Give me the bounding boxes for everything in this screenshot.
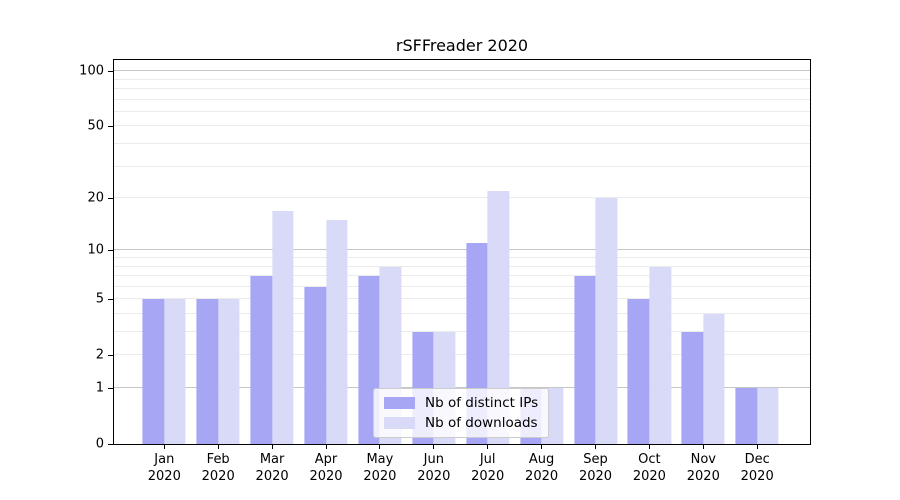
- x-tick-4: [379, 445, 381, 449]
- gridline-minor-50: [114, 125, 810, 127]
- gridline-major-100: [114, 70, 810, 72]
- x-tick-5: [433, 445, 435, 449]
- bar-nb-of-downloads-sep-2020: [595, 198, 618, 444]
- gridline-minor-80: [114, 88, 810, 90]
- x-tick-3: [325, 445, 327, 449]
- bar-nb-of-distinct-ips-jan-2020: [142, 299, 165, 444]
- x-tick-label-2: Mar 2020: [255, 452, 289, 484]
- x-tick-6: [487, 445, 489, 449]
- x-tick-11: [756, 445, 758, 449]
- legend-item-downloads: Nb of downloads: [384, 415, 538, 431]
- gridline-minor-4: [114, 313, 810, 314]
- bar-group-nov-2020: [681, 314, 725, 444]
- gridline-minor-60: [114, 110, 810, 112]
- bar-group-apr-2020: [304, 220, 348, 444]
- y-tick-10: [108, 250, 113, 252]
- x-tick-9: [648, 445, 650, 449]
- gridline-minor-6: [114, 285, 810, 287]
- y-tick-label-100: 100: [79, 63, 104, 79]
- x-tick-label-11: Dec 2020: [740, 452, 774, 484]
- bar-group-mar-2020: [250, 210, 294, 444]
- y-tick-5: [108, 299, 113, 301]
- bar-group-sep-2020: [573, 198, 618, 444]
- bar-nb-of-distinct-ips-oct-2020: [627, 299, 650, 444]
- bar-group-jan-2020: [142, 299, 186, 444]
- bar-group-dec-2020: [735, 388, 779, 444]
- y-tick-50: [108, 126, 113, 128]
- gridline-minor-2: [114, 354, 810, 356]
- legend-swatch-distinct-ips: [384, 397, 415, 409]
- gridline-minor-40: [114, 143, 810, 145]
- x-tick-label-1: Feb 2020: [201, 452, 235, 484]
- bar-nb-of-downloads-jan-2020: [164, 299, 186, 444]
- y-tick-label-50: 50: [87, 118, 104, 134]
- bar-nb-of-downloads-mar-2020: [272, 210, 294, 444]
- y-tick-label-0: 0: [95, 436, 104, 452]
- bar-nb-of-downloads-feb-2020: [218, 299, 240, 444]
- gridline-minor-30: [114, 165, 810, 167]
- bar-nb-of-downloads-dec-2020: [757, 388, 779, 444]
- legend-swatch-downloads: [384, 417, 415, 429]
- gridline-minor-7: [114, 275, 810, 277]
- y-tick-100: [108, 71, 113, 73]
- y-tick-1: [108, 388, 113, 389]
- bar-nb-of-distinct-ips-nov-2020: [681, 332, 704, 444]
- legend-label-downloads: Nb of downloads: [425, 415, 538, 431]
- bar-nb-of-distinct-ips-feb-2020: [196, 299, 219, 444]
- gridline-minor-5: [114, 298, 810, 300]
- gridline-minor-8: [114, 265, 810, 267]
- x-tick-8: [595, 445, 596, 449]
- y-tick-label-2: 2: [95, 347, 104, 363]
- x-tick-label-7: Aug 2020: [525, 452, 559, 484]
- y-tick-label-1: 1: [95, 380, 104, 396]
- bar-nb-of-distinct-ips-dec-2020: [735, 388, 758, 444]
- x-tick-label-5: Jun 2020: [417, 452, 451, 484]
- y-tick-label-10: 10: [87, 242, 104, 258]
- bar-nb-of-downloads-apr-2020: [326, 220, 348, 444]
- x-tick-label-6: Jul 2020: [471, 452, 505, 484]
- y-tick-0: [108, 444, 113, 445]
- x-tick-label-3: Apr 2020: [309, 452, 343, 484]
- bar-nb-of-distinct-ips-apr-2020: [304, 286, 326, 444]
- chart-title: rSFFreader 2020: [395, 36, 529, 55]
- gridline-minor-20: [114, 197, 810, 199]
- gridline-minor-90: [114, 78, 810, 80]
- gridline-major-1: [114, 387, 810, 389]
- x-tick-label-0: Jan 2020: [147, 452, 181, 484]
- bar-group-feb-2020: [196, 299, 240, 444]
- bar-nb-of-downloads-jul-2020: [487, 190, 510, 444]
- legend-item-distinct-ips: Nb of distinct IPs: [384, 395, 538, 411]
- gridline-minor-9: [114, 257, 810, 258]
- x-tick-1: [217, 445, 219, 449]
- bar-group-oct-2020: [627, 266, 671, 444]
- x-tick-0: [163, 445, 165, 449]
- bar-nb-of-downloads-oct-2020: [649, 266, 671, 444]
- bar-nb-of-downloads-nov-2020: [703, 314, 725, 444]
- gridline-major-10: [114, 249, 810, 251]
- x-tick-label-10: Nov 2020: [686, 452, 720, 484]
- y-tick-2: [108, 355, 113, 357]
- bar-nb-of-distinct-ips-mar-2020: [250, 276, 273, 444]
- x-tick-2: [271, 445, 273, 449]
- x-tick-label-9: Oct 2020: [632, 452, 666, 484]
- x-tick-10: [702, 445, 704, 449]
- x-tick-label-4: May 2020: [363, 452, 397, 484]
- y-tick-label-5: 5: [95, 291, 104, 307]
- x-tick-7: [541, 445, 543, 449]
- legend-label-distinct-ips: Nb of distinct IPs: [425, 395, 539, 411]
- y-tick-label-20: 20: [87, 190, 104, 206]
- legend: Nb of distinct IPs Nb of downloads: [373, 388, 550, 438]
- x-tick-label-8: Sep 2020: [578, 452, 613, 484]
- gridline-minor-70: [114, 98, 810, 100]
- gridline-minor-3: [114, 331, 810, 333]
- y-tick-20: [108, 198, 113, 200]
- bar-nb-of-distinct-ips-sep-2020: [573, 276, 596, 444]
